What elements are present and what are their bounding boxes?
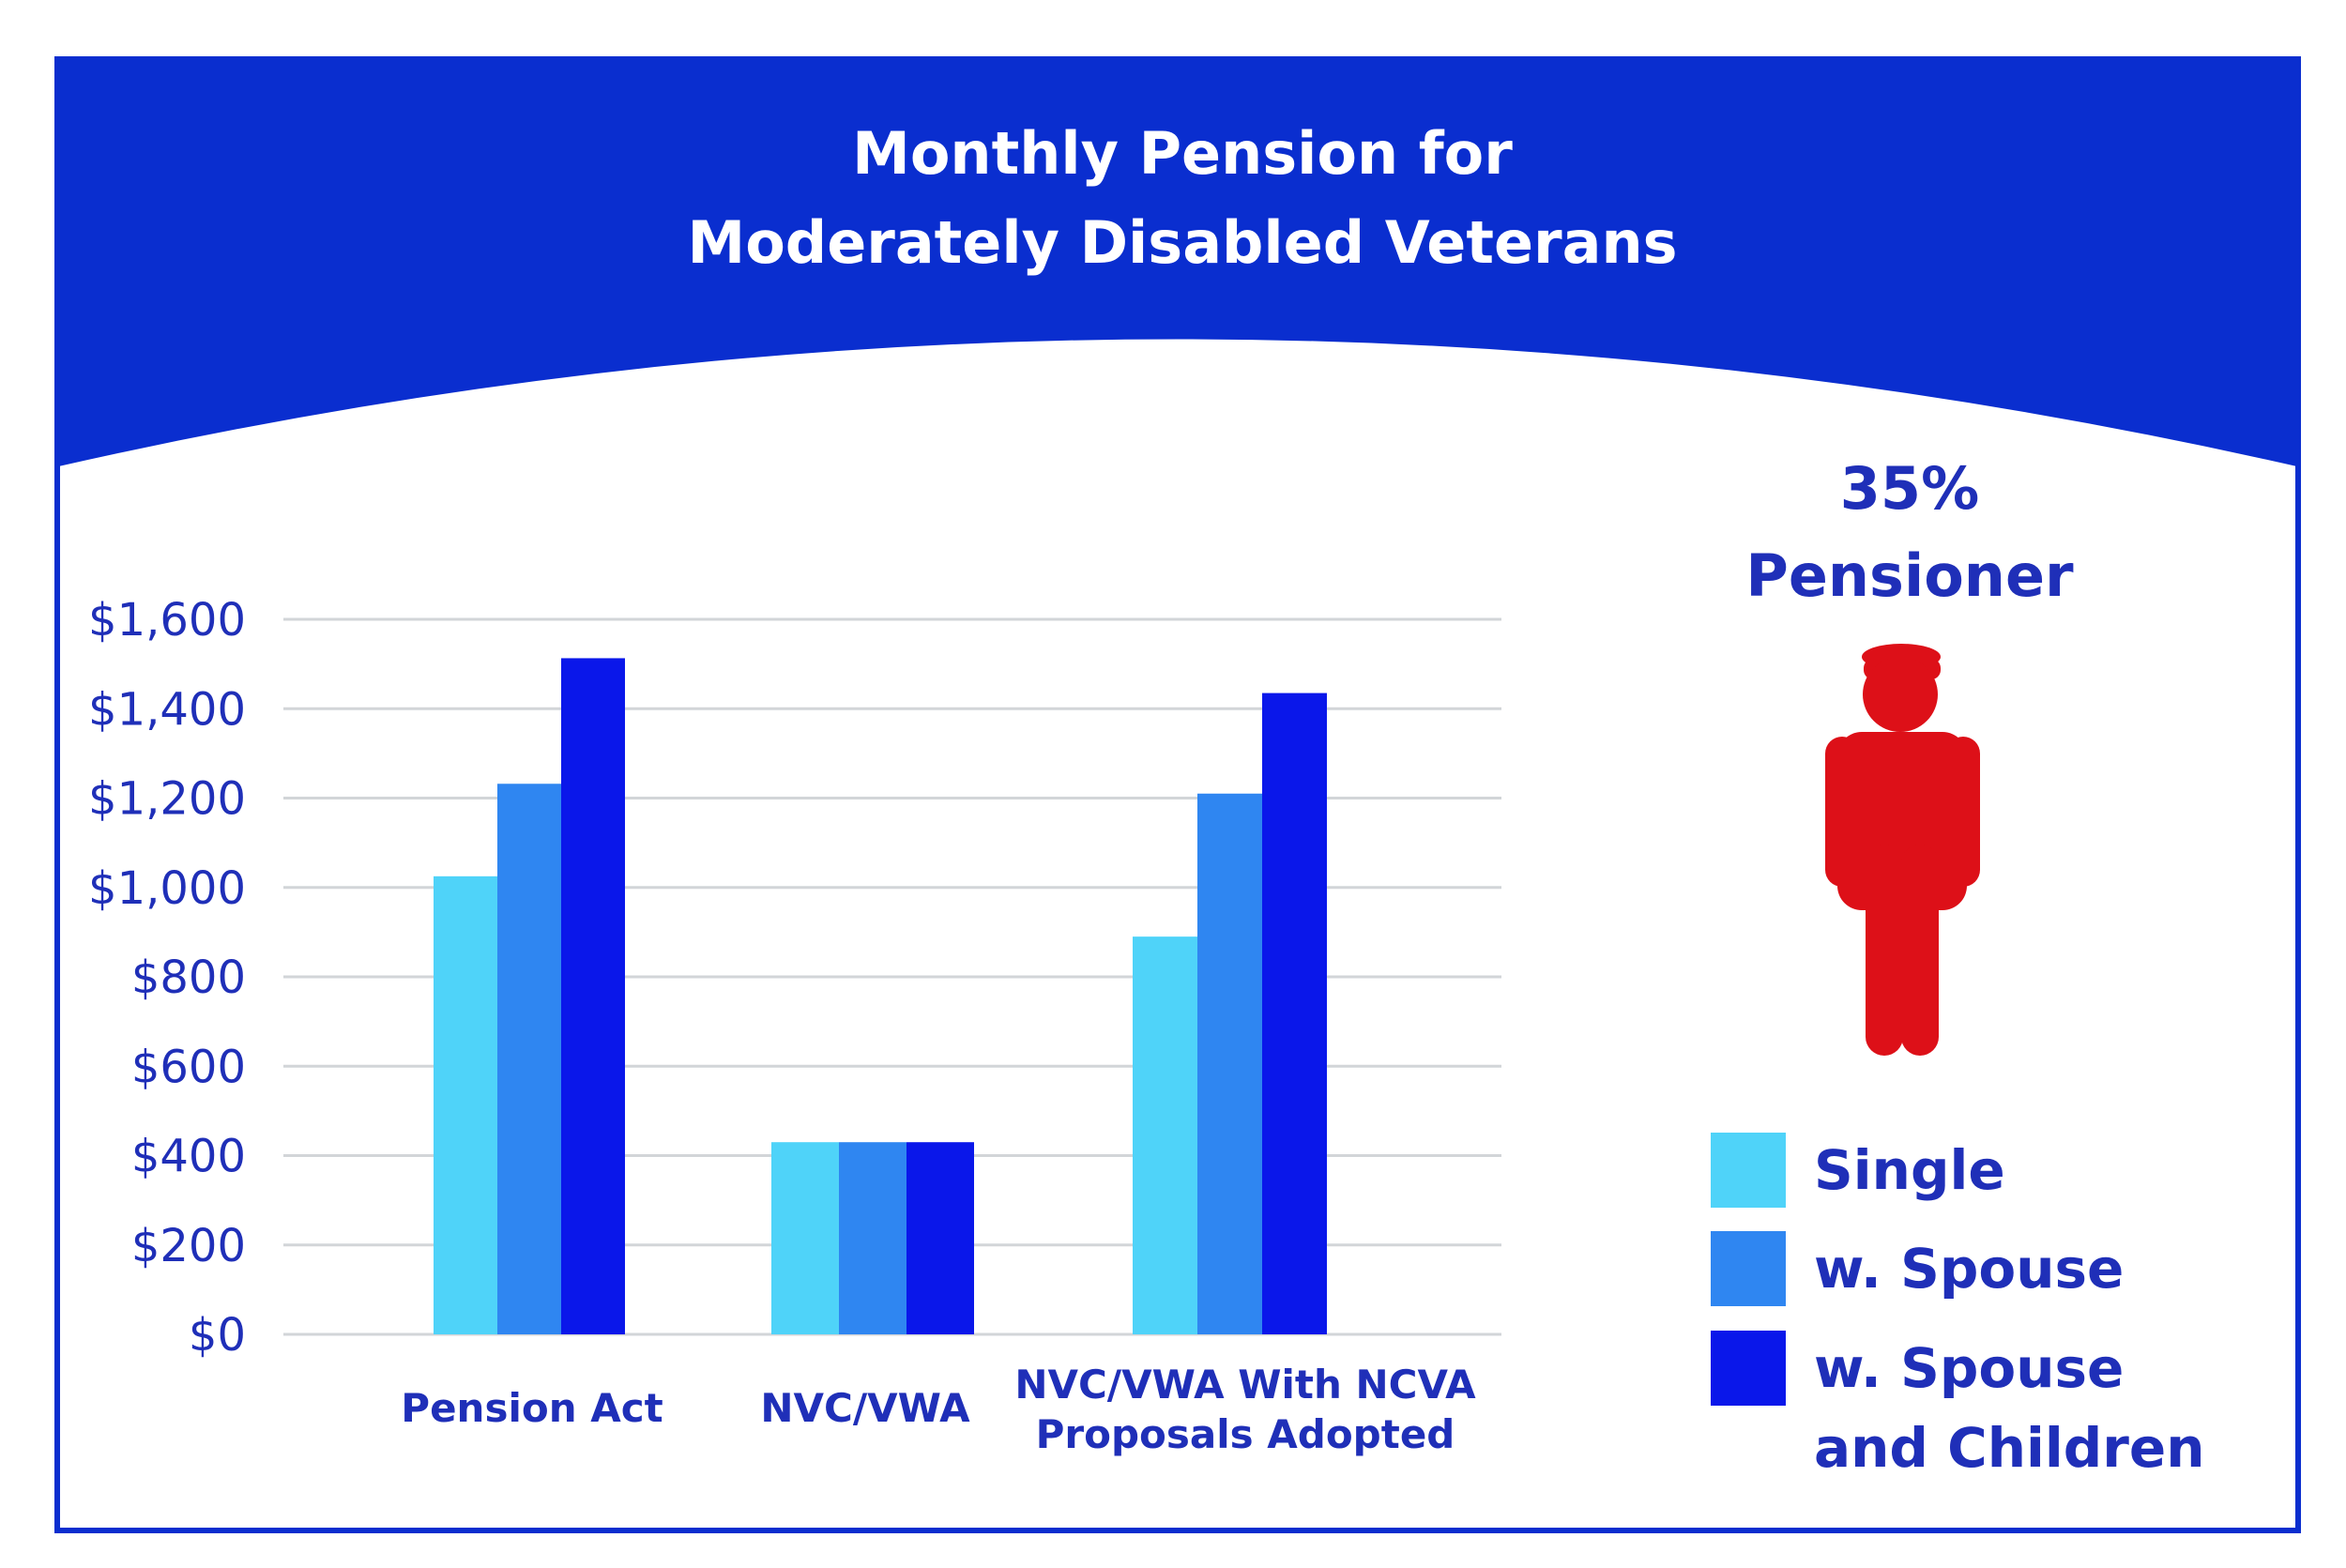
y-tick-label: $600: [131, 1041, 246, 1093]
y-tick-label: $1,600: [88, 594, 246, 647]
frame-border: [54, 56, 2301, 1533]
y-tick-label: $0: [189, 1309, 246, 1362]
y-tick-label: $1,400: [88, 683, 246, 736]
y-tick-label: $400: [131, 1131, 246, 1183]
legend-swatch: [1711, 1133, 1786, 1208]
legend: Single w. Spouse w. Spouse and Children: [1711, 1133, 2205, 1480]
x-axis-category-labels: Pension Act NVC/VWA NVC/VWA With NCVAPropo…: [401, 1362, 1476, 1457]
category-label: Pension Act: [401, 1385, 663, 1431]
bar: [434, 875, 497, 1334]
bar: [771, 1142, 839, 1334]
bar: [1262, 693, 1327, 1334]
legend-label: and Children: [1814, 1416, 2205, 1480]
category-label: Proposals Adopted: [1036, 1411, 1455, 1457]
legend-swatch: [1711, 1331, 1786, 1406]
bar: [497, 784, 561, 1334]
y-tick-label: $1,200: [88, 773, 246, 826]
chart-title-line-2: Moderately Disabled Veterans: [688, 208, 1678, 277]
bar: [906, 1142, 974, 1334]
bar: [1133, 936, 1197, 1334]
bar: [561, 658, 625, 1334]
legend-swatch: [1711, 1231, 1786, 1306]
category-label: NVC/VWA With NCVA: [1014, 1362, 1476, 1408]
y-tick-label: $1,000: [88, 862, 246, 915]
legend-label: w. Spouse: [1814, 1237, 2124, 1301]
annotation-percent: 35%: [1840, 454, 1979, 523]
y-axis-tick-labels: $0 $200 $400 $600 $800 $1,000 $1,200 $1,400 $1,6…: [88, 594, 246, 1362]
legend-label: Single: [1814, 1138, 2005, 1202]
annotation-pensioner: Pensioner: [1745, 541, 2074, 610]
legend-label: w. Spouse: [1814, 1336, 2124, 1400]
y-tick-label: $800: [131, 951, 246, 1004]
header-band: [54, 56, 2301, 467]
person-icon: [1825, 644, 1980, 1056]
chart-title-line-1: Monthly Pension for: [852, 119, 1513, 188]
bar: [1197, 793, 1262, 1334]
bar: [839, 1142, 906, 1334]
category-label: NVC/VWA: [760, 1385, 970, 1431]
y-tick-label: $200: [131, 1220, 246, 1272]
bars: [434, 658, 1327, 1334]
